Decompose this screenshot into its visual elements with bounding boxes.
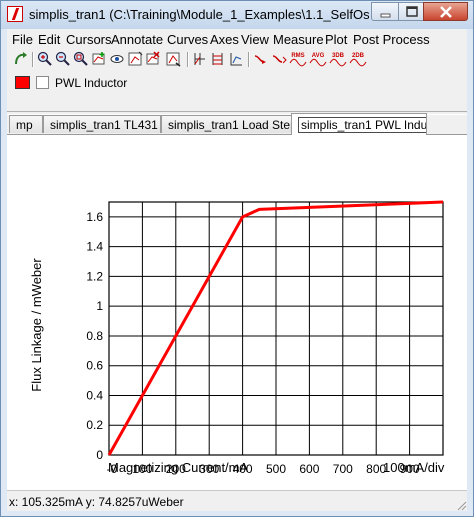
menu-annotate[interactable]: Annotate: [111, 32, 164, 47]
menu-plot[interactable]: Plot: [325, 32, 348, 47]
y-tick-label: 1: [96, 299, 103, 313]
divider: [7, 111, 467, 115]
cursor-grid-icon[interactable]: [192, 51, 208, 67]
x-tick-label: 300: [199, 462, 219, 476]
x-tick-label: 600: [299, 462, 319, 476]
zoom-box-icon[interactable]: [127, 51, 143, 67]
series-line-pwl-inductor[interactable]: [107, 200, 444, 456]
curve-select-icon[interactable]: [13, 51, 29, 67]
measure-2db-icon[interactable]: 2DB: [349, 51, 367, 67]
close-button[interactable]: [423, 2, 468, 21]
toolbar: RMS AVG 3DB 2DB: [7, 50, 467, 70]
legend-label[interactable]: PWL Inductor: [55, 76, 128, 90]
menu-measure[interactable]: Measure: [273, 32, 324, 47]
y-axis-label: Flux Linkage / mWeber: [29, 258, 44, 392]
y-tick-label: 1.2: [86, 269, 103, 283]
x-division-label: 100mA/div: [383, 460, 445, 475]
rms-label: RMS: [291, 53, 304, 59]
y-tick-label: 0.4: [86, 388, 103, 402]
zoom-out-icon[interactable]: [55, 51, 71, 67]
cursor-readout: x: 105.325mA y: 74.8257uWeber: [9, 495, 184, 509]
close-icon: [440, 6, 452, 18]
y-tick-label: 0.8: [86, 329, 103, 343]
menu-curves[interactable]: Curves: [167, 32, 209, 47]
tab-mp[interactable]: mp: [9, 115, 43, 133]
plot-area[interactable]: 0 0.2 0.4 0.6 0.8 1 1.2 1.4 1.6 -0 100 200 300 400 50…: [7, 134, 467, 491]
measure-2db-label: 2DB: [352, 53, 365, 59]
add-curve-icon[interactable]: [91, 51, 107, 67]
chart[interactable]: 0 0.2 0.4 0.6 0.8 1 1.2 1.4 1.6 -0 100 200 300 400 50…: [7, 135, 467, 491]
window-title: simplis_tran1 (C:\Training\Module_1_Exam…: [29, 7, 369, 22]
y-tick-label: 0.6: [86, 359, 103, 373]
legend-color-swatch[interactable]: [15, 76, 30, 89]
menu-post-process[interactable]: Post Process: [353, 32, 430, 47]
tab-strip: mp simplis_tran1 TL431 A simplis_tran1 L…: [7, 113, 467, 135]
x-tick-label: 900: [400, 462, 420, 476]
x-tick-labels: -0 100 200 300 400 500 600 700 800 900: [107, 462, 420, 476]
y-tick-labels: 0 0.2 0.4 0.6 0.8 1 1.2 1.4 1.6: [86, 210, 103, 462]
rms-icon[interactable]: RMS: [289, 51, 307, 67]
tab-label-editor[interactable]: simplis_tran1 PWL Inductor: [298, 117, 426, 133]
y-tick-label: 0.2: [86, 418, 103, 432]
tab-label: simplis_tran1 TL431 A: [50, 118, 161, 132]
resize-grip-icon[interactable]: [455, 499, 467, 511]
menu-edit[interactable]: Edit: [38, 32, 61, 47]
legend: PWL Inductor: [7, 72, 467, 94]
y-tick-label: 1.4: [86, 240, 103, 254]
zoom-fit-icon[interactable]: [73, 51, 89, 67]
x-tick-label: 500: [266, 462, 286, 476]
measure-3db-icon[interactable]: 3DB: [329, 51, 347, 67]
zoom-in-icon[interactable]: [37, 51, 53, 67]
menu-bar: File Edit Cursors Annotate Curves Axes V…: [7, 29, 467, 49]
cursor-table-icon[interactable]: [210, 51, 226, 67]
x-tick-label: 200: [166, 462, 186, 476]
x-tick-label: 400: [233, 462, 253, 476]
x-tick-label: 700: [333, 462, 353, 476]
x-tick-label: -0: [107, 462, 118, 476]
maximize-icon: [406, 6, 418, 17]
x-tick-label: 800: [366, 462, 386, 476]
delete-curve-icon[interactable]: [145, 51, 161, 67]
maximize-button[interactable]: [398, 2, 424, 21]
menu-axes[interactable]: Axes: [210, 32, 239, 47]
measure-3db-label: 3DB: [332, 53, 345, 59]
app-icon[interactable]: [7, 6, 23, 22]
cursor-step-icon[interactable]: [253, 51, 269, 67]
tab-load-step[interactable]: simplis_tran1 Load Step: [161, 115, 293, 133]
avg-icon[interactable]: AVG: [309, 51, 327, 67]
menu-view[interactable]: View: [241, 32, 269, 47]
tab-label: mp: [16, 118, 33, 132]
grid: [108, 201, 444, 456]
menu-cursors[interactable]: Cursors: [66, 32, 112, 47]
client-area: File Edit Cursors Annotate Curves Axes V…: [7, 29, 467, 511]
tab-tl431[interactable]: simplis_tran1 TL431 A: [43, 115, 161, 133]
cursor-next-icon[interactable]: [271, 51, 287, 67]
eye-icon[interactable]: [109, 51, 125, 67]
minimize-button[interactable]: [371, 2, 399, 21]
status-bar: x: 105.325mA y: 74.8257uWeber: [7, 490, 467, 511]
avg-label: AVG: [312, 53, 325, 59]
tab-pwl-inductor[interactable]: simplis_tran1 PWL Inductor: [291, 113, 427, 135]
toggle-cursor-icon[interactable]: [228, 51, 244, 67]
x-axis-label: Magnetizing Current/mA: [108, 460, 248, 475]
legend-checkbox[interactable]: [36, 76, 49, 89]
zoom-out-full-icon[interactable]: [165, 51, 181, 67]
y-tick-label: 0: [96, 448, 103, 462]
y-tick-label: 1.6: [86, 210, 103, 224]
menu-file[interactable]: File: [12, 32, 33, 47]
tab-label: simplis_tran1 Load Step: [168, 118, 293, 132]
minimize-icon: [380, 13, 391, 18]
title-bar[interactable]: simplis_tran1 (C:\Training\Module_1_Exam…: [1, 1, 473, 29]
x-tick-label: 100: [132, 462, 152, 476]
